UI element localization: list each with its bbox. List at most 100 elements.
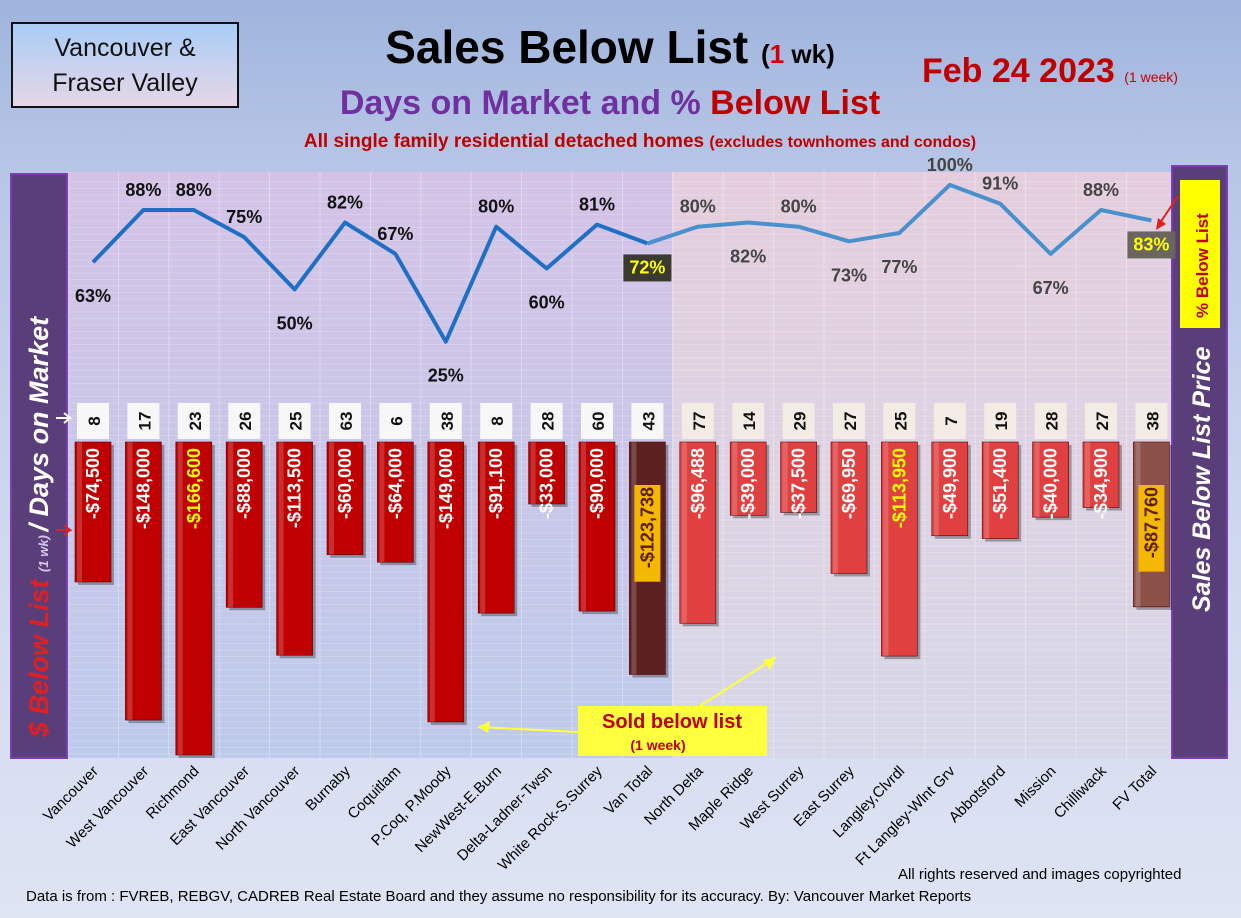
bar-value-label: -$33,000 xyxy=(537,448,557,519)
bar-highlight xyxy=(77,442,82,582)
bar-highlight xyxy=(127,442,133,721)
bar-value-label: -$60,000 xyxy=(335,448,355,519)
bar xyxy=(1082,441,1120,508)
left-axis-title: $ Below List (1 wk) / Days on Market xyxy=(24,316,54,738)
pct-legend-box xyxy=(1180,180,1220,328)
category-label: Ft Langley-Wlnt Grv xyxy=(852,762,959,869)
dom-value: 26 xyxy=(236,412,255,431)
title-paren: (1 wk) xyxy=(761,39,835,69)
pct-label: 60% xyxy=(529,293,565,313)
pct-label: 82% xyxy=(327,193,363,213)
bar-highlight xyxy=(530,442,536,504)
dom-value: 38 xyxy=(438,412,457,431)
bar-highlight xyxy=(480,442,486,614)
bar-value-label: -$90,000 xyxy=(587,448,607,519)
dom-box xyxy=(732,403,765,439)
pct-label: 75% xyxy=(226,207,262,227)
date-main: Feb 24 2023 xyxy=(922,52,1115,90)
dom-value: 77 xyxy=(690,412,709,431)
category-label: Burnaby xyxy=(302,762,354,814)
pct-legend-arrowhead xyxy=(1156,218,1166,230)
bar-highlight xyxy=(228,442,234,608)
dom-value: 17 xyxy=(135,412,154,431)
category-label: Delta-Ladner-Twsn xyxy=(454,763,556,865)
pct-label: 72% xyxy=(629,257,665,277)
left-axis-panel xyxy=(10,173,68,759)
chart-scope-note: All single family residential detached h… xyxy=(200,131,1080,153)
bar-value-label: -$34,900 xyxy=(1091,448,1111,519)
bar xyxy=(225,441,263,608)
callout-arrowhead-right xyxy=(763,657,776,670)
category-label: FV Total xyxy=(1109,763,1160,814)
bar xyxy=(981,441,1019,539)
report-date: Feb 24 2023 (1 week) xyxy=(922,52,1178,91)
dom-value: 43 xyxy=(639,412,658,431)
bar xyxy=(1032,441,1069,518)
dom-box xyxy=(278,403,311,439)
dom-box xyxy=(429,403,462,439)
dom-box xyxy=(1135,403,1168,439)
pct-label: 63% xyxy=(75,286,111,306)
region-label-box: Vancouver & Fraser Valley xyxy=(11,22,239,108)
pct-label: 88% xyxy=(1083,180,1119,200)
category-label: NewWest-E.Burn xyxy=(412,763,505,856)
pct-label: 83% xyxy=(1133,234,1169,254)
source-note: Data is from : FVREB, REBGV, CADREB Real… xyxy=(26,888,972,905)
pct-label: 80% xyxy=(680,197,716,217)
dom-value: 8 xyxy=(488,416,507,425)
bar-highlight xyxy=(379,442,385,563)
bar xyxy=(125,441,162,721)
category-label: Mission xyxy=(1011,763,1059,811)
total-label-box xyxy=(1138,485,1165,572)
callout-arrow-right xyxy=(699,657,776,707)
left-axis-title-part3: / Days on Market xyxy=(24,316,54,533)
bar xyxy=(477,441,515,614)
callout-line-2: (1 week) xyxy=(630,737,685,753)
dom-box xyxy=(984,403,1017,439)
bar-value-label: -$39,000 xyxy=(738,448,758,519)
pct-total-box xyxy=(1127,231,1176,259)
dom-value: 14 xyxy=(740,411,759,430)
bar-highlight xyxy=(177,442,183,755)
subtitle-red: Below List xyxy=(710,84,881,122)
bar-value-label: -$69,950 xyxy=(839,448,859,519)
pct-label: 91% xyxy=(982,174,1018,194)
bar-highlight xyxy=(1085,442,1090,508)
bar-value-label: -$149,000 xyxy=(436,448,456,529)
left-white-arrow xyxy=(56,412,73,424)
bar-value-label: -$87,760 xyxy=(1141,487,1161,558)
bar-value-label: -$40,000 xyxy=(1041,448,1061,519)
dom-box xyxy=(127,403,160,439)
bar-highlight xyxy=(1135,442,1141,607)
bar xyxy=(528,441,565,505)
bar xyxy=(881,441,918,657)
dom-box xyxy=(228,403,261,439)
pct-legend-label: % Below List xyxy=(1193,213,1212,318)
bar-value-label: -$51,400 xyxy=(990,448,1010,519)
region-line-1: Vancouver & xyxy=(54,34,196,62)
dom-value: 29 xyxy=(791,412,810,431)
dom-box xyxy=(77,403,109,439)
bar xyxy=(679,441,717,624)
pct-label: 67% xyxy=(1033,278,1069,298)
dom-box xyxy=(480,403,513,439)
left-red-arrow xyxy=(56,524,73,536)
dom-value: 7 xyxy=(942,416,961,425)
dom-value: 25 xyxy=(287,412,306,431)
bar xyxy=(74,441,112,583)
dom-value: 27 xyxy=(841,412,860,431)
pct-label: 80% xyxy=(781,197,817,217)
left-axis-title-part2: (1 wk) xyxy=(36,531,51,571)
dom-box xyxy=(833,403,865,439)
chart-subtitle: Days on Market and % Below List xyxy=(280,84,940,123)
bar xyxy=(427,441,465,723)
bar-highlight xyxy=(581,442,586,612)
dom-box xyxy=(379,403,412,439)
bar-highlight xyxy=(933,442,939,536)
dom-value: 25 xyxy=(891,412,910,431)
dom-box xyxy=(883,403,916,439)
pct-line-fv xyxy=(646,182,1152,256)
bar-value-label: -$74,500 xyxy=(83,448,103,519)
pct-label: 73% xyxy=(831,265,867,285)
bar-highlight xyxy=(631,442,637,675)
